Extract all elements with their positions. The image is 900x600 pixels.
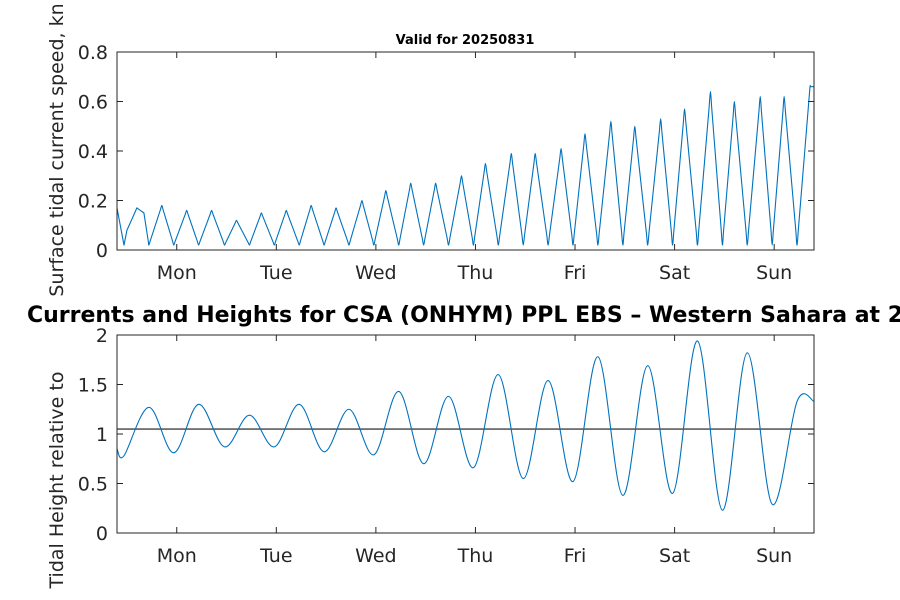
tidal-height-y-tick-label: 0.5 <box>78 474 108 496</box>
current-speed-background <box>117 52 814 250</box>
tidal-height-axes: Mon Tue Wed Thu Fri Sat Sun 0 0.5 1 1.5 2 Tidal Hei… <box>46 325 815 590</box>
current-speed-y-tick-label: 0 <box>96 240 108 262</box>
current-speed-y-label: Surface tidal current speed, kn <box>46 3 68 296</box>
tidal-height-x-tick-label: Sun <box>756 545 792 567</box>
current-speed-y-tick-label: 0.4 <box>78 141 108 163</box>
current-speed-axes: Mon Tue Wed Thu Fri Sat Sun 0 0.2 0.4 0.6 0.8 Valid… <box>46 3 815 297</box>
current-speed-y-tick-label: 0.6 <box>78 92 108 114</box>
current-speed-x-tick-label: Tue <box>259 262 292 284</box>
tidal-height-series-line-0 <box>117 340 814 511</box>
current-speed-x-tick-label: Fri <box>564 262 587 284</box>
tidal-height-x-tick-label: Sat <box>659 545 690 567</box>
current-speed-y-tick-label: 0.8 <box>78 42 108 64</box>
tidal-height-plot-area: Mon Tue Wed Thu Fri Sat Sun 0 0.5 1 1.5 2 <box>78 325 815 567</box>
tidal-height-x-tick-label: Thu <box>457 545 494 567</box>
tidal-height-y-label: Tidal Height relative to <box>46 372 68 590</box>
current-speed-x-tick-label: Sat <box>659 262 690 284</box>
current-speed-plot-area: Mon Tue Wed Thu Fri Sat Sun 0 0.2 0.4 0.6 0.8 <box>78 42 815 284</box>
tidal-height-y-tick-label: 0 <box>96 523 108 545</box>
tidal-height-x-tick-label: Fri <box>564 545 587 567</box>
current-speed-x-tick-label: Wed <box>355 262 396 284</box>
tidal-height-x-tick-label: Mon <box>157 545 197 567</box>
current-speed-x-tick-label: Thu <box>457 262 494 284</box>
tidal-height-y-tick-label: 1.5 <box>78 375 108 397</box>
tidal-height-background <box>117 335 814 533</box>
tidal-height-x-tick-label: Wed <box>355 545 396 567</box>
current-speed-x-tick-label: Sun <box>756 262 792 284</box>
tidal-height-y-tick-label: 1 <box>96 424 108 446</box>
current-speed-y-tick-label: 0.2 <box>78 191 108 213</box>
valid-date-title: Valid for 20250831 <box>396 33 535 48</box>
tidal-height-x-tick-label: Tue <box>259 545 292 567</box>
current-speed-series-line-0 <box>117 84 814 246</box>
tidal-height-y-tick-label: 2 <box>96 325 108 347</box>
main-title: Currents and Heights for CSA (ONHYM) PPL… <box>27 303 900 328</box>
current-speed-x-tick-label: Mon <box>157 262 197 284</box>
